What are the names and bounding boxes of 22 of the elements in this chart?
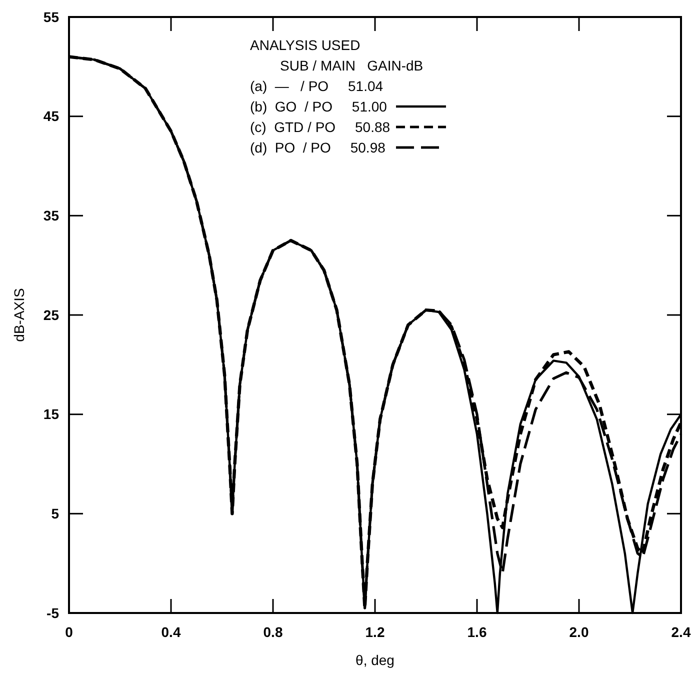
y-axis-title: dB-AXIS (11, 288, 27, 342)
x-tick-label: 0.8 (263, 624, 283, 640)
legend-label: (d) PO / PO 50.98 (250, 140, 386, 156)
x-tick-label: 2.0 (569, 624, 589, 640)
legend-label: (b) GO / PO 51.00 (250, 98, 388, 114)
y-tick-label: 25 (43, 306, 60, 323)
legend-title: ANALYSIS USED (250, 37, 360, 53)
annotation: SUB / MAIN GAIN-dB (280, 58, 424, 74)
x-axis-title: θ, deg (356, 652, 394, 668)
x-tick-label: 1.6 (467, 624, 487, 640)
y-tick-label: -5 (46, 604, 60, 621)
y-tick-label: 55 (43, 8, 60, 25)
y-tick-label: 35 (43, 208, 60, 224)
x-tick-label: 0.4 (161, 624, 181, 640)
x-tick-label: 2.4 (671, 624, 691, 640)
y-tick-label: 45 (43, 108, 60, 124)
x-tick-label: 1.2 (365, 624, 385, 640)
legend-label: (c) GTD / PO 50.88 (250, 119, 390, 135)
x-tick-label: 0 (65, 624, 74, 640)
y-tick-label: 5 (51, 506, 60, 522)
annotation: (a) — / PO 51.04 (250, 78, 384, 94)
y-tick-label: 15 (43, 406, 60, 422)
